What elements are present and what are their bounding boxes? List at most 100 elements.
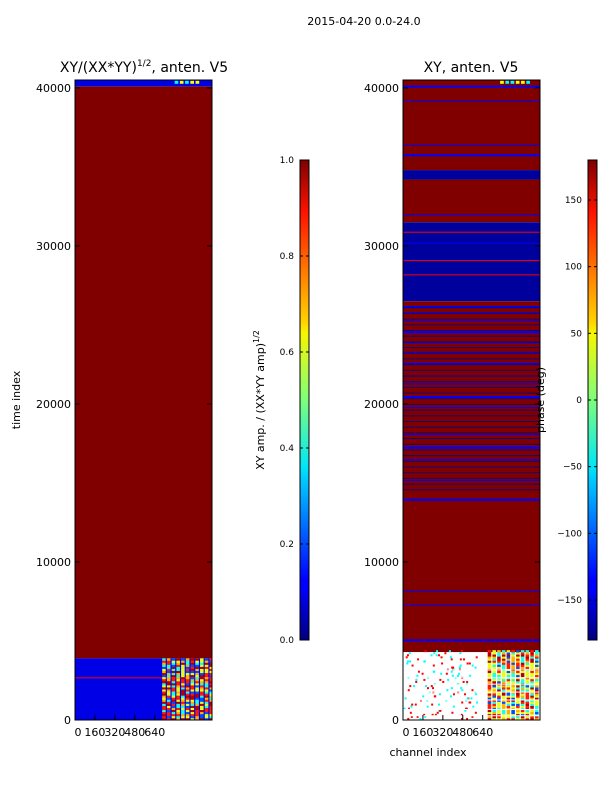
heatmap-streak bbox=[403, 683, 540, 685]
heatmap-cell bbox=[535, 660, 539, 663]
heatmap-cell bbox=[501, 664, 506, 667]
heatmap-cell bbox=[176, 662, 180, 665]
heatmap-cell bbox=[166, 709, 171, 713]
heatmap-cell bbox=[520, 666, 525, 669]
colorbar-tick-label: −50 bbox=[563, 463, 582, 473]
heatmap-cell bbox=[181, 683, 185, 686]
heatmap-cell bbox=[209, 699, 212, 702]
heatmap-cell bbox=[426, 705, 429, 708]
heatmap-cell bbox=[415, 680, 418, 683]
heatmap-cell bbox=[487, 713, 492, 717]
heatmap-cell bbox=[516, 713, 520, 717]
heatmap-cell bbox=[181, 660, 185, 663]
heatmap-cell bbox=[209, 703, 212, 706]
heatmap-cell bbox=[530, 703, 534, 706]
heatmap-cell bbox=[204, 707, 209, 711]
heatmap-cell bbox=[492, 662, 496, 665]
heatmap-cell bbox=[162, 689, 166, 692]
y-tick-label: 10000 bbox=[364, 556, 399, 569]
heatmap-streak bbox=[403, 383, 540, 385]
heatmap-cell bbox=[525, 652, 530, 655]
heatmap-cell bbox=[450, 670, 453, 673]
heatmap-cell bbox=[162, 664, 166, 667]
heatmap-cell bbox=[511, 674, 515, 678]
heatmap-cell bbox=[162, 674, 166, 678]
heatmap-cell bbox=[185, 668, 190, 671]
heatmap-cell bbox=[516, 717, 520, 720]
heatmap-band bbox=[403, 301, 540, 653]
heatmap-cell bbox=[474, 711, 477, 714]
heatmap-cell bbox=[506, 709, 511, 713]
heatmap-cell bbox=[200, 668, 204, 671]
heatmap-cell bbox=[492, 666, 496, 669]
heatmap-cell bbox=[447, 678, 450, 681]
heatmap-cell bbox=[506, 713, 511, 717]
heatmap-cell bbox=[166, 703, 171, 706]
heatmap-cell bbox=[506, 680, 511, 684]
heatmap-cell bbox=[195, 666, 199, 669]
heatmap-cell bbox=[511, 685, 515, 688]
heatmap-cell bbox=[190, 697, 195, 700]
heatmap-cell bbox=[171, 678, 176, 682]
heatmap-cell bbox=[516, 703, 520, 706]
heatmap-cell bbox=[530, 699, 534, 702]
heatmap-cell bbox=[190, 672, 195, 676]
heatmap-cell bbox=[506, 685, 511, 688]
heatmap-cell bbox=[535, 709, 539, 713]
heatmap-cell bbox=[530, 689, 534, 692]
heatmap-cell bbox=[185, 697, 190, 700]
heatmap-cell bbox=[511, 709, 515, 713]
heatmap-cell bbox=[190, 680, 195, 684]
heatmap-cell bbox=[506, 660, 511, 663]
heatmap-band bbox=[403, 170, 540, 180]
heatmap-cell bbox=[166, 668, 171, 671]
x-tick-label: 640 bbox=[472, 726, 493, 739]
heatmap-cell bbox=[535, 658, 539, 661]
heatmap-cell bbox=[492, 674, 496, 678]
heatmap-cell bbox=[190, 662, 195, 665]
heatmap-cell bbox=[185, 693, 190, 696]
heatmap-cell bbox=[166, 685, 171, 688]
heatmap-cell bbox=[464, 709, 467, 712]
heatmap-streak bbox=[403, 403, 540, 405]
heatmap-streak bbox=[403, 479, 540, 481]
colorbar-tick-label: 0.0 bbox=[280, 636, 295, 646]
heatmap-cell bbox=[162, 697, 166, 700]
heatmap-band bbox=[75, 80, 212, 87]
heatmap-cell bbox=[209, 660, 212, 663]
heatmap-cell bbox=[162, 695, 166, 698]
heatmap-cell bbox=[166, 676, 171, 680]
heatmap-cell bbox=[497, 674, 501, 678]
heatmap-cell bbox=[204, 699, 209, 702]
heatmap-cell bbox=[195, 713, 199, 717]
heatmap-cell bbox=[460, 713, 463, 716]
heatmap-cell bbox=[497, 701, 501, 704]
heatmap-cell bbox=[466, 680, 469, 683]
heatmap-cell bbox=[492, 672, 496, 676]
y-tick-label: 30000 bbox=[36, 240, 71, 253]
heatmap-cell bbox=[535, 674, 539, 678]
heatmap-cell bbox=[424, 715, 427, 718]
heatmap-cell bbox=[516, 652, 520, 655]
heatmap-streak bbox=[403, 305, 540, 308]
heatmap-cell bbox=[492, 660, 496, 663]
panel-2-frame bbox=[402, 79, 541, 721]
heatmap-cell bbox=[190, 678, 195, 682]
heatmap-cell bbox=[171, 660, 176, 663]
heatmap-cell bbox=[516, 709, 520, 713]
heatmap-cell bbox=[442, 680, 445, 683]
heatmap-cell bbox=[185, 709, 190, 713]
heatmap-cell bbox=[511, 695, 515, 698]
heatmap-cell bbox=[469, 674, 472, 677]
heatmap-cell bbox=[176, 697, 180, 700]
colorbar-2-ticks: −150 −100 −50 0 50 100 150 bbox=[557, 196, 597, 606]
heatmap-cell bbox=[506, 705, 511, 708]
heatmap-cell bbox=[497, 687, 501, 690]
heatmap-cell bbox=[171, 697, 176, 700]
heatmap-streak bbox=[403, 409, 540, 411]
heatmap-cell bbox=[423, 713, 426, 716]
heatmap-cell bbox=[520, 697, 525, 700]
heatmap-cell bbox=[511, 650, 515, 653]
heatmap-cell bbox=[162, 701, 166, 704]
heatmap-cell bbox=[200, 678, 204, 682]
